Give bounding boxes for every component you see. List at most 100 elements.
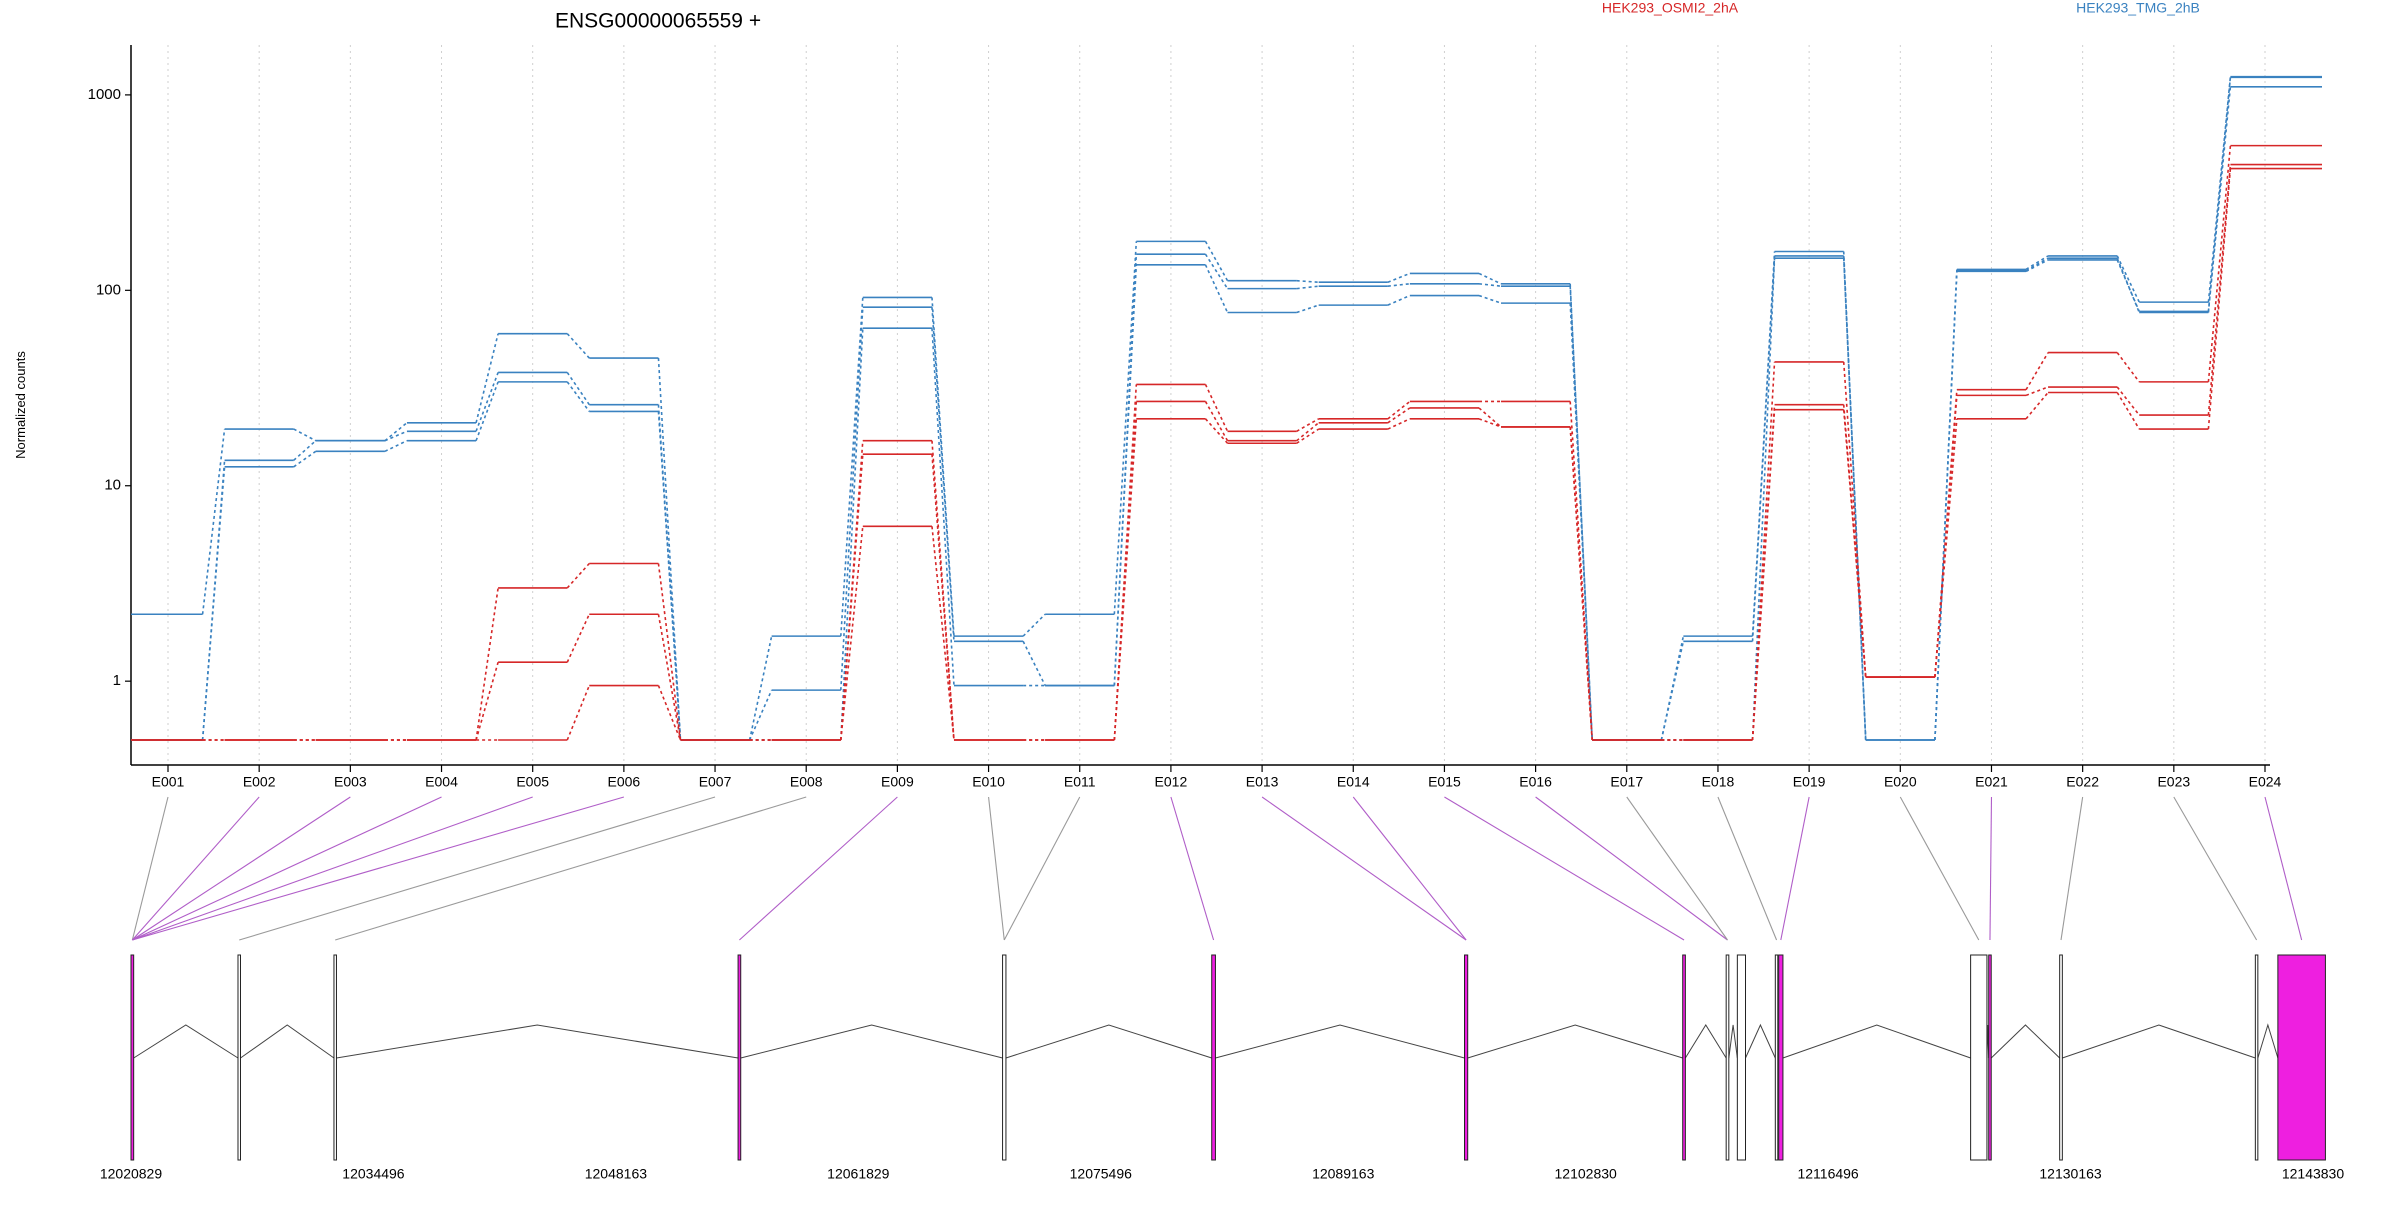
y-tick-label: 100: [96, 281, 121, 298]
genomic-coordinate-label: 12130163: [2039, 1166, 2102, 1182]
series-connector: [1478, 294, 1502, 304]
series-connector: [2116, 352, 2140, 383]
genomic-coordinate-label: 12143830: [2282, 1166, 2345, 1182]
x-tick-label: E022: [2066, 774, 2099, 790]
series-connector: [566, 371, 590, 406]
series-connector: [1660, 641, 1685, 741]
exon-box: [737, 954, 742, 1161]
series-connector: [1113, 241, 1138, 615]
series-connector: [2025, 255, 2049, 271]
x-tick-label: E012: [1155, 774, 1188, 790]
series-connector: [1296, 279, 1319, 284]
series-connector: [1387, 400, 1411, 420]
genomic-coordinate-label: 12061829: [827, 1166, 890, 1182]
genomic-coordinate-label: 12034496: [342, 1166, 405, 1182]
series-connector: [1296, 422, 1320, 442]
series-HEK293_TMG_2hB: [131, 76, 2322, 741]
series-connector: [1478, 272, 1502, 285]
exon-box: [1736, 954, 1747, 1161]
bin-exon-link: [1352, 796, 1467, 941]
series-connector: [1204, 401, 1229, 442]
series-connector: [475, 381, 499, 441]
series-connector: [1569, 426, 1593, 741]
series-connector: [384, 422, 408, 442]
series-connector: [748, 635, 773, 741]
series-connector: [293, 428, 317, 442]
genomic-coordinate-label: 12102830: [1555, 1166, 1618, 1182]
exon-box: [333, 954, 337, 1161]
bin-exon-link: [1780, 796, 1810, 941]
series-connector: [384, 430, 408, 442]
intron: [133, 1024, 239, 1059]
series-connector: [840, 307, 864, 691]
bin-exon-link: [132, 796, 625, 941]
series-connector: [1842, 361, 1867, 678]
series-connector: [1387, 294, 1411, 306]
x-tick-label: E019: [1793, 774, 1826, 790]
series-connector: [2025, 259, 2049, 273]
exon-box: [2059, 954, 2063, 1161]
genomic-coordinate-label: 12116496: [1797, 1166, 1858, 1182]
x-tick-label: E023: [2157, 774, 2190, 790]
series-connector: [1022, 613, 1046, 637]
exon-box: [1778, 954, 1784, 1161]
exon-box: [1002, 954, 1007, 1161]
bin-exon-link: [988, 796, 1005, 941]
series-connector: [1842, 258, 1867, 741]
bin-exon-link: [2173, 796, 2258, 941]
series-connector: [1022, 640, 1046, 686]
intron: [336, 1024, 739, 1059]
series-connector: [1387, 418, 1411, 430]
x-tick-label: E013: [1246, 774, 1279, 790]
series-connector: [840, 526, 864, 741]
series-connector: [2025, 386, 2049, 397]
series-connector: [2116, 255, 2140, 303]
x-tick-label: E020: [1884, 774, 1917, 790]
bin-exon-link: [131, 796, 260, 941]
intron: [2257, 1023, 2279, 1059]
x-tick-label: E014: [1337, 774, 1370, 790]
bin-exon-link: [1535, 796, 1728, 941]
series-connector: [475, 662, 499, 741]
series-connector: [1478, 418, 1502, 428]
plot-area: 1 10 100 1000 E001 E002 E003 E004 E005 E006 E007 E0…: [88, 45, 2322, 790]
bin-exon-link: [1444, 796, 1685, 941]
x-tick-label: E006: [608, 774, 641, 790]
x-tick-label: E003: [334, 774, 367, 790]
bin-exon-link: [132, 796, 533, 941]
series-connector: [657, 685, 682, 741]
series-HEK293_TMG_2hB: [131, 86, 2322, 741]
x-tick-label: E005: [516, 774, 549, 790]
series-connector: [931, 440, 955, 741]
x-tick-label: E011: [1064, 774, 1096, 790]
series-connector: [657, 411, 682, 741]
series-connector: [2116, 392, 2140, 430]
series-connector: [566, 685, 591, 741]
series-connector: [840, 297, 864, 637]
exon-box: [237, 954, 241, 1161]
intron: [1684, 1024, 1727, 1059]
series-connector: [931, 526, 955, 741]
bin-exon-link: [132, 796, 351, 941]
series-connector: [1842, 409, 1867, 678]
series-connector: [566, 333, 590, 359]
series-connector: [1751, 258, 1776, 741]
series-connector: [1569, 401, 1593, 741]
series-connector: [1387, 407, 1411, 424]
series-connector: [2025, 257, 2049, 272]
series-connector: [931, 297, 955, 637]
series-connector: [1751, 409, 1776, 741]
x-tick-label: E008: [790, 774, 823, 790]
series-connector: [475, 372, 499, 432]
y-tick-label: 1000: [88, 86, 121, 103]
x-tick-label: E010: [972, 774, 1005, 790]
bin-exon-link: [132, 796, 442, 941]
series-connector: [931, 307, 955, 642]
exon-box: [1464, 954, 1469, 1161]
intron: [740, 1024, 1003, 1059]
bin-exon-link: [2060, 796, 2084, 941]
exon-box: [1211, 954, 1216, 1161]
x-tick-label: E018: [1702, 774, 1735, 790]
exon-box: [2277, 954, 2326, 1161]
